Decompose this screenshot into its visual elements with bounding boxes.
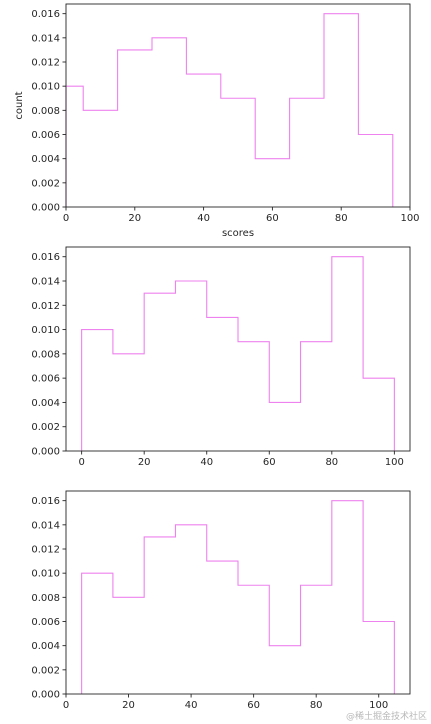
y-tick-label: 0.016 xyxy=(31,9,60,20)
x-tick-label: 60 xyxy=(263,457,276,468)
y-axis-label: count xyxy=(14,91,25,119)
y-tick-label: 0.006 xyxy=(31,130,60,141)
histogram-panel-1: 0 20 40 60 80 100 0.000 0.002 0.004 0.006 0.008 0.0… xyxy=(14,3,420,239)
x-tick-label: 100 xyxy=(400,213,419,224)
y-tick-label: 0.012 xyxy=(31,58,60,69)
histogram-step-line xyxy=(81,500,395,694)
y-tick-label: 0.006 xyxy=(31,617,60,628)
x-tick-label: 100 xyxy=(369,700,388,711)
y-tick-label: 0.000 xyxy=(31,690,60,701)
y-tick-label: 0.016 xyxy=(31,496,60,507)
x-tick-label: 20 xyxy=(138,457,151,468)
x-tick-label: 100 xyxy=(385,457,404,468)
y-tick-label: 0.000 xyxy=(31,447,60,458)
x-tick-label: 20 xyxy=(122,700,135,711)
y-tick-label: 0.014 xyxy=(31,520,60,531)
y-tick-label: 0.004 xyxy=(31,641,60,652)
y-tick-label: 0.004 xyxy=(31,398,60,409)
y-tick-label: 0.008 xyxy=(31,106,60,117)
y-tick-label: 0.010 xyxy=(31,82,60,93)
y-tick-label: 0.010 xyxy=(31,569,60,580)
watermark: @稀土掘金技术社区 xyxy=(346,710,427,722)
x-axis-label: scores xyxy=(222,228,254,239)
y-tick-label: 0.002 xyxy=(31,665,60,676)
x-tick-label: 20 xyxy=(128,213,141,224)
y-tick-label: 0.006 xyxy=(31,374,60,385)
histogram-step-line xyxy=(65,13,394,207)
histogram-panels: 0 20 40 60 80 100 0.000 0.002 0.004 0.006 0.008 0.0… xyxy=(14,3,420,711)
histogram-panel-2: 0 20 40 60 80 100 0.000 0.002 0.004 0.006 0.008 0.0… xyxy=(31,246,411,468)
x-tick-label: 60 xyxy=(247,700,260,711)
x-tick-label: 40 xyxy=(200,457,213,468)
y-tick-label: 0.004 xyxy=(31,154,60,165)
x-tick-label: 0 xyxy=(78,457,84,468)
x-tick-label: 80 xyxy=(310,700,323,711)
x-tick-label: 80 xyxy=(335,213,348,224)
y-tick-label: 0.008 xyxy=(31,349,60,360)
x-tick-label: 40 xyxy=(185,700,198,711)
histogram-step-line xyxy=(81,256,395,451)
x-tick-label: 0 xyxy=(63,213,69,224)
y-tick-label: 0.014 xyxy=(31,277,60,288)
x-tick-label: 0 xyxy=(63,700,69,711)
y-tick-label: 0.014 xyxy=(31,33,60,44)
y-tick-label: 0.010 xyxy=(31,325,60,336)
y-tick-label: 0.012 xyxy=(31,301,60,312)
y-tick-label: 0.012 xyxy=(31,545,60,556)
y-tick-label: 0.008 xyxy=(31,593,60,604)
axes-frame xyxy=(65,490,411,695)
y-tick-label: 0.000 xyxy=(31,203,60,214)
x-tick-label: 40 xyxy=(197,213,210,224)
y-tick-label: 0.002 xyxy=(31,178,60,189)
y-tick-label: 0.016 xyxy=(31,252,60,263)
histogram-panel-3: 0 20 40 60 80 100 0.000 0.002 0.004 0.006 0.008 0.0… xyxy=(31,490,411,711)
x-tick-label: 80 xyxy=(325,457,338,468)
x-tick-label: 60 xyxy=(266,213,279,224)
axes-frame xyxy=(65,246,411,452)
axes-frame xyxy=(65,3,411,208)
y-tick-label: 0.002 xyxy=(31,422,60,433)
